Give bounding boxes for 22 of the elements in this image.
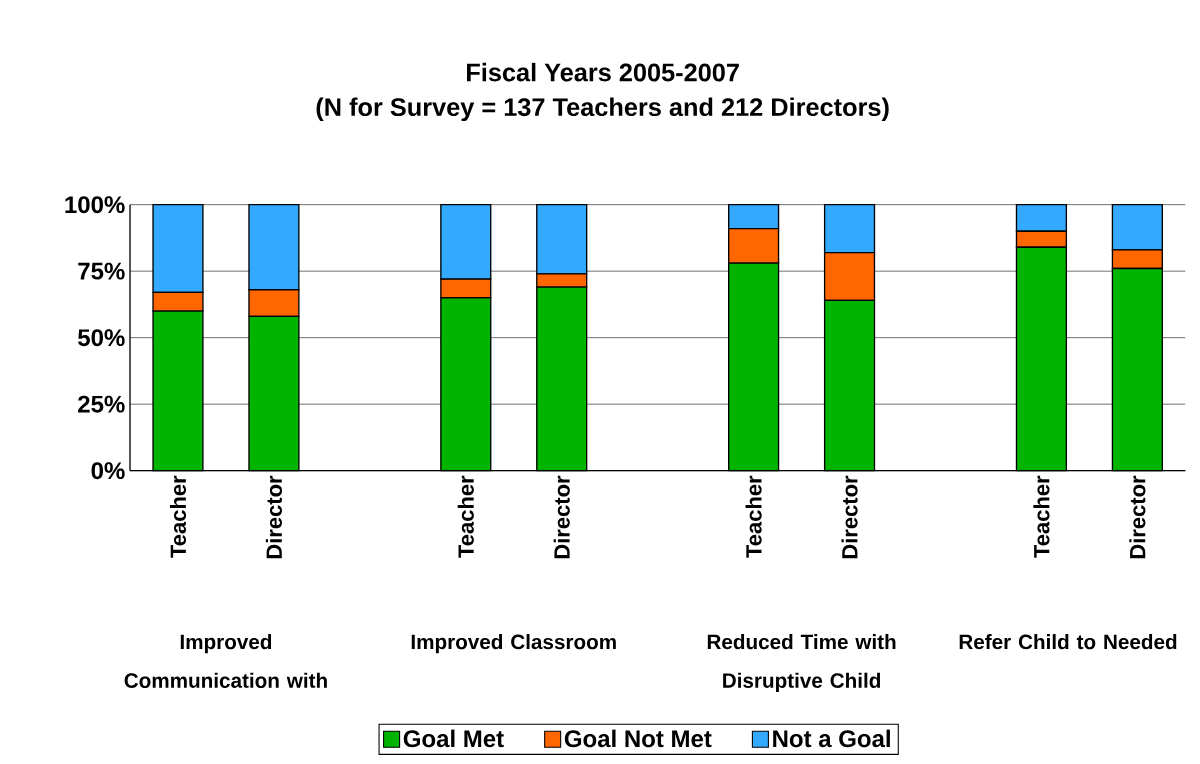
- x-tick-label: Director: [265, 475, 282, 559]
- y-tick-label: 0%: [91, 462, 125, 480]
- legend-label: Goal Met: [403, 729, 504, 748]
- legend-label: Not a Goal: [773, 729, 890, 748]
- x-tick-label: Teacher: [745, 475, 762, 558]
- text: Improved Communication with: [124, 634, 327, 688]
- x-tick-label: Teacher: [457, 475, 474, 558]
- y-tick-label: 75%: [78, 262, 125, 280]
- x-tick-label: Teacher: [169, 475, 187, 558]
- text: Refer Child to Needed: [959, 634, 1177, 650]
- chart-title: Fiscal Years 2005-2007: [467, 62, 739, 82]
- y-tick-label: 100%: [65, 196, 125, 214]
- text: Reduced Time with Disruptive Child: [707, 634, 896, 692]
- x-tick-label: Director: [553, 475, 570, 559]
- text: Improved Classroom: [411, 634, 616, 654]
- chart-subtitle: (N for Survey = 137 Teachers and 212 Directors): [316, 97, 889, 122]
- x-tick-label: Teacher: [1033, 475, 1050, 558]
- legend-label: Goal Not Met: [564, 729, 712, 748]
- y-tick-label: 50%: [78, 329, 125, 347]
- x-tick-label: Director: [841, 475, 858, 559]
- x-tick-label: Director: [1129, 475, 1146, 559]
- y-tick-label: 25%: [78, 395, 125, 413]
